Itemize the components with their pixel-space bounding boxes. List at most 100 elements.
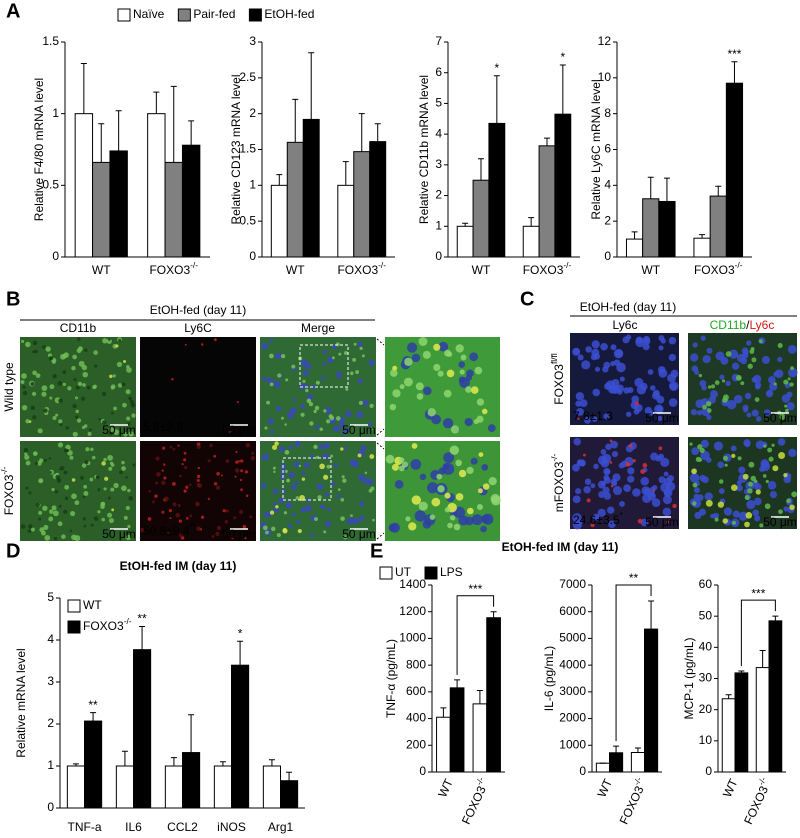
cell	[713, 441, 723, 451]
cell	[275, 505, 279, 509]
cell	[184, 466, 188, 470]
cell	[297, 529, 302, 534]
cell	[748, 461, 755, 468]
cell	[648, 410, 654, 416]
cell	[752, 509, 759, 517]
cell	[455, 493, 464, 501]
panel-label: A	[6, 0, 20, 22]
cell	[764, 503, 771, 510]
cell	[175, 512, 181, 518]
cell	[293, 461, 300, 468]
cell	[343, 350, 348, 355]
cell	[465, 386, 472, 393]
cell	[742, 352, 749, 359]
cell	[341, 475, 345, 479]
cell	[76, 348, 82, 354]
error-bar	[559, 64, 566, 115]
cell	[600, 342, 608, 351]
cell	[745, 512, 753, 519]
cell	[102, 338, 108, 344]
cell	[161, 510, 165, 514]
legend-swatch	[379, 566, 393, 580]
cell	[726, 399, 737, 410]
cell	[652, 489, 655, 493]
y-tick-label: 1200	[399, 604, 426, 618]
cell	[723, 455, 728, 461]
cell	[338, 352, 342, 356]
cell	[100, 501, 105, 507]
bar	[734, 672, 749, 773]
cell	[323, 442, 331, 449]
cell	[22, 390, 28, 396]
cell	[322, 452, 329, 460]
cell	[61, 534, 66, 539]
cell	[24, 454, 30, 460]
cell	[48, 356, 54, 361]
cell	[197, 466, 201, 470]
cell	[699, 379, 707, 387]
cell	[183, 451, 187, 455]
cell	[107, 496, 111, 500]
y-axis-label: Relative CD123 mRNA level	[229, 74, 243, 224]
cell	[163, 463, 166, 466]
cell	[710, 384, 716, 389]
y-tick-label: 0	[249, 249, 256, 263]
y-tick-label: 0	[705, 764, 712, 778]
cell	[662, 495, 672, 505]
cell	[90, 523, 94, 527]
cell	[111, 411, 114, 415]
cell	[743, 439, 751, 447]
cell	[235, 460, 239, 464]
cell	[760, 461, 771, 472]
cell	[786, 401, 795, 411]
cell	[359, 502, 364, 507]
y-tick-label: 3	[435, 157, 442, 171]
cell	[394, 479, 404, 489]
bracket	[740, 599, 776, 667]
bar	[213, 765, 233, 809]
cell	[319, 463, 325, 470]
cell	[270, 429, 275, 434]
cell	[127, 488, 131, 493]
cell	[35, 502, 40, 508]
y-axis-label: TNF-α (pg/mL)	[384, 639, 398, 718]
bar	[595, 762, 610, 773]
scale-label: 50 μm	[645, 411, 679, 425]
cell	[97, 510, 101, 514]
cell	[94, 364, 98, 368]
cell	[74, 396, 78, 400]
cell	[196, 483, 201, 487]
bar	[486, 617, 501, 773]
cell	[577, 417, 580, 421]
bar	[92, 161, 111, 258]
cell	[126, 367, 132, 373]
y-tick-label: 20	[699, 702, 713, 716]
significance-label: ***	[468, 582, 482, 596]
cell	[730, 484, 738, 491]
cell	[73, 378, 77, 382]
bar	[538, 145, 556, 258]
panel-header: EtOH-fed (day 11)	[150, 303, 246, 317]
cell	[784, 404, 788, 408]
cell	[332, 344, 338, 350]
cell	[746, 412, 752, 418]
cell	[572, 513, 582, 523]
y-tick-label: 0	[47, 800, 54, 814]
cell	[179, 474, 182, 478]
cell	[123, 360, 127, 364]
cell	[721, 379, 726, 383]
legend-label: WT	[83, 598, 102, 612]
cell	[298, 464, 302, 468]
cell	[732, 520, 736, 525]
y-tick-label: 600	[406, 684, 426, 698]
cell	[725, 380, 731, 387]
cell	[357, 453, 362, 458]
cell	[48, 457, 52, 460]
cell	[326, 464, 331, 469]
cell	[89, 428, 92, 432]
cell	[21, 404, 28, 411]
cell	[482, 483, 490, 490]
text-part: FOXO3	[694, 263, 735, 277]
cell	[335, 371, 342, 378]
cell	[238, 460, 241, 463]
